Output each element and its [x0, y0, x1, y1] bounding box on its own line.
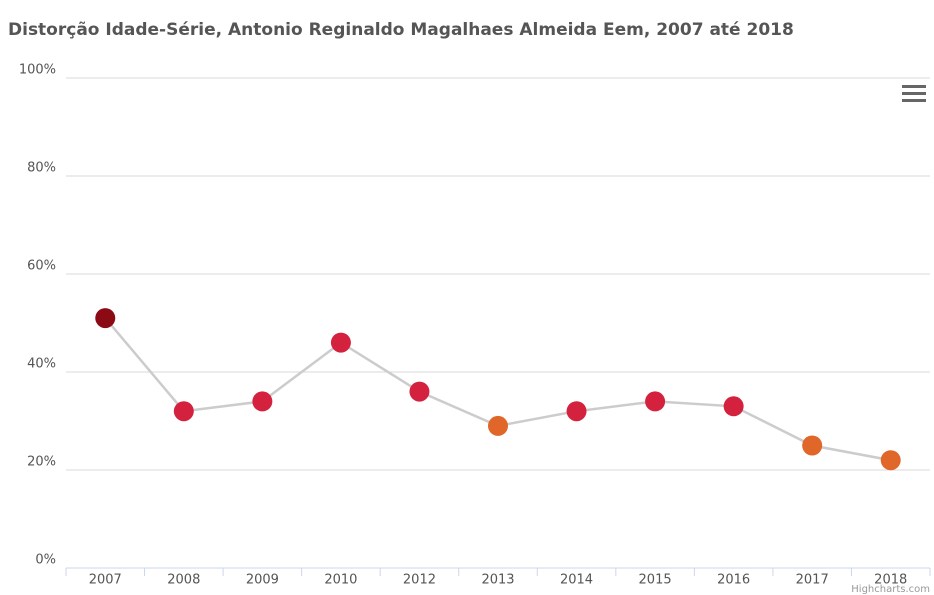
- x-tick-label: 2012: [403, 573, 436, 588]
- x-tick-label: 2017: [796, 573, 829, 588]
- y-tick-label: 100%: [19, 63, 56, 78]
- x-tick-label: 2009: [246, 573, 279, 588]
- x-tick-label: 2013: [481, 573, 514, 588]
- point: [645, 391, 666, 412]
- point: [488, 415, 508, 436]
- menu-bar: [902, 99, 926, 102]
- menu-bar: [902, 85, 926, 88]
- point: [409, 381, 430, 402]
- point: [566, 401, 587, 422]
- point: [802, 435, 823, 456]
- point: [95, 308, 116, 329]
- point: [173, 401, 194, 422]
- x-tick-label: 2014: [560, 573, 593, 588]
- x-tick-label: 2010: [324, 573, 357, 588]
- y-tick-label: 60%: [27, 259, 56, 274]
- x-tick-label: 2015: [639, 573, 672, 588]
- x-tick-label: 2007: [89, 573, 122, 588]
- x-tick-label: 2008: [167, 573, 200, 588]
- y-tick-label: 40%: [27, 357, 56, 372]
- point: [723, 396, 744, 417]
- chart-title: Distorção Idade-Série, Antonio Reginaldo…: [8, 20, 794, 40]
- x-tick-label: 2018: [874, 573, 907, 588]
- point: [330, 332, 351, 353]
- point: [880, 450, 901, 471]
- y-tick-label: 0%: [35, 553, 56, 568]
- x-tick-label: 2016: [717, 573, 750, 588]
- menu-button[interactable]: [902, 85, 926, 102]
- point: [252, 391, 273, 412]
- y-tick-label: 80%: [27, 161, 56, 176]
- menu-bar: [902, 92, 926, 95]
- credits[interactable]: Highcharts.com: [851, 584, 930, 595]
- y-tick-label: 20%: [27, 455, 56, 470]
